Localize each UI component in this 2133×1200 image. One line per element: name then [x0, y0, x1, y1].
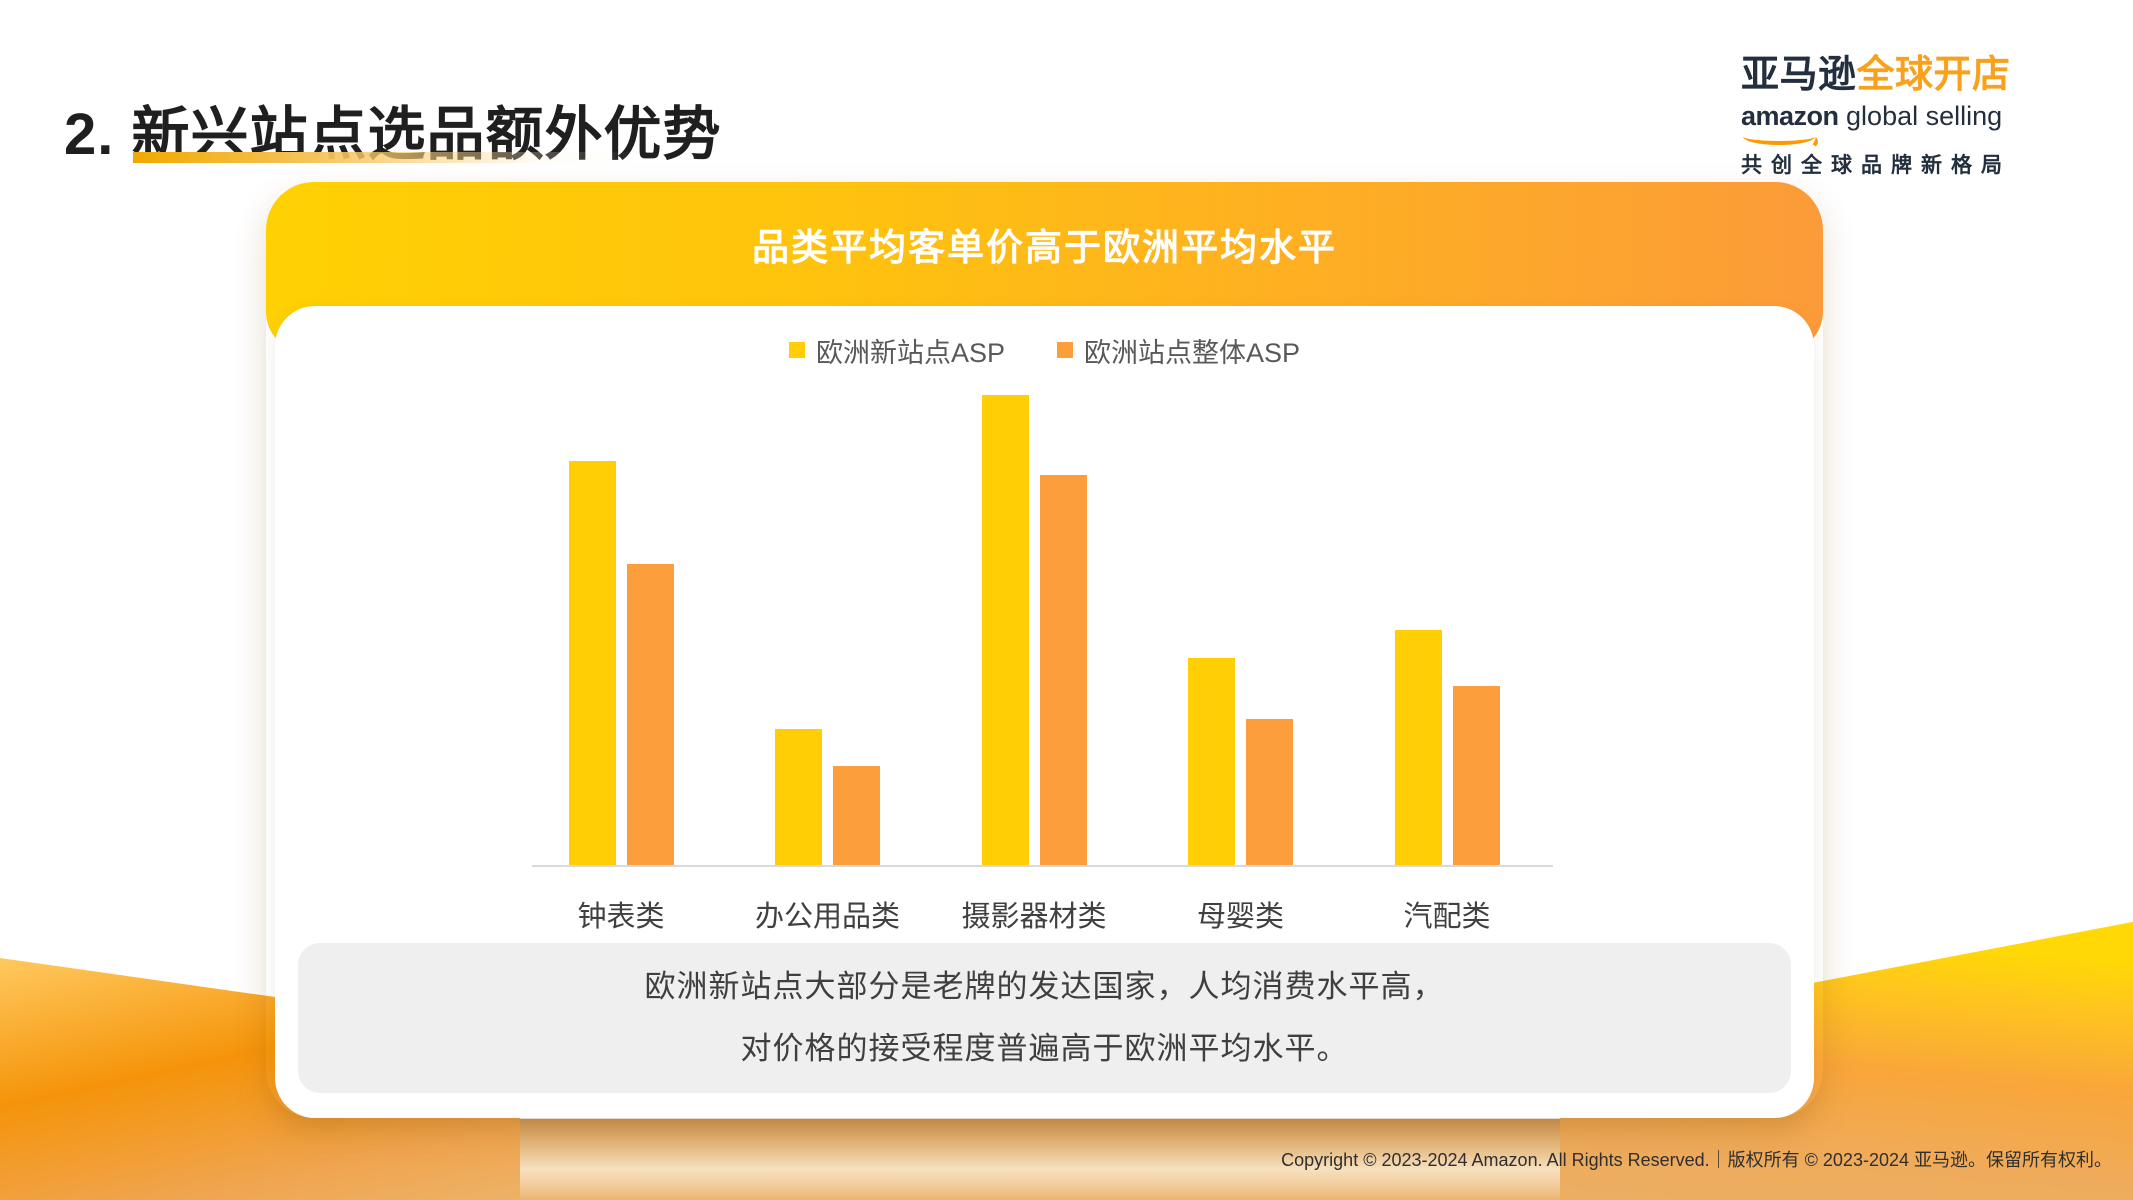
category-labels: 钟表类 办公用品类 摄影器材类 母婴类 汽配类 — [532, 893, 1553, 933]
category-label-1: 钟表类 — [577, 901, 665, 933]
legend-label: 欧洲站点整体ASP — [1084, 337, 1301, 368]
bar-series1-1 — [568, 460, 616, 865]
logo-english-wordmark: amazon global selling — [1741, 103, 2021, 130]
bar-series1-3 — [981, 395, 1029, 865]
legend-swatch-icon — [1057, 342, 1073, 358]
bar-chart — [532, 395, 1553, 867]
category-label-5: 汽配类 — [1403, 901, 1491, 933]
bar-series1-2 — [775, 728, 822, 865]
legend-item-2: 欧洲站点整体ASP — [1057, 331, 1300, 370]
amazon-wordmark: amazon — [1741, 101, 1839, 131]
global-selling-wordmark: global selling — [1838, 101, 2003, 131]
footer-copyright: Copyright © 2023-2024 Amazon. All Rights… — [1281, 1150, 2112, 1170]
card-title: 品类平均客单价高于欧洲平均水平 — [752, 227, 1337, 268]
brand-logo: 亚马逊全球开店 amazon global selling 共创全球品牌新格局 — [1741, 56, 2021, 176]
category-label-3: 摄影器材类 — [961, 901, 1107, 933]
category-label-2: 办公用品类 — [754, 901, 900, 933]
amazon-smile-arrow-icon — [1743, 128, 1815, 145]
bar-series2-3 — [1039, 474, 1087, 865]
x-axis-line — [532, 865, 1553, 867]
note-line-1: 欧洲新站点大部分是老牌的发达国家，人均消费水平高， — [644, 969, 1445, 1004]
legend-item-1: 欧洲新站点ASP — [788, 331, 1005, 370]
note-box: 欧洲新站点大部分是老牌的发达国家，人均消费水平高， 对价格的接受程度普遍高于欧洲… — [298, 943, 1791, 1093]
bar-series2-4 — [1246, 719, 1293, 865]
logo-cn-dark: 亚马逊 — [1741, 54, 1857, 96]
bar-series1-5 — [1394, 630, 1442, 865]
title-underline-decoration — [133, 152, 638, 163]
note-line-2: 对价格的接受程度普遍高于欧洲平均水平。 — [740, 1031, 1349, 1066]
legend-swatch-icon — [788, 342, 805, 358]
logo-cn-orange: 全球开店 — [1856, 54, 2011, 96]
logo-tagline: 共创全球品牌新格局 — [1741, 154, 2011, 177]
logo-chinese-wordmark: 亚马逊全球开店 — [1741, 56, 2021, 94]
bar-series1-4 — [1188, 658, 1235, 865]
category-label-4: 母婴类 — [1196, 901, 1284, 933]
legend-label: 欧洲新站点ASP — [815, 337, 1005, 368]
bar-series2-2 — [833, 766, 880, 865]
bar-series2-1 — [626, 564, 674, 865]
bar-series2-5 — [1452, 686, 1500, 865]
chart-legend: 欧洲新站点ASP 欧洲站点整体ASP — [266, 330, 1823, 370]
content-card: 品类平均客单价高于欧洲平均水平 欧洲新站点ASP 欧洲站点整体ASP 钟表类 办公用… — [266, 182, 1823, 1118]
